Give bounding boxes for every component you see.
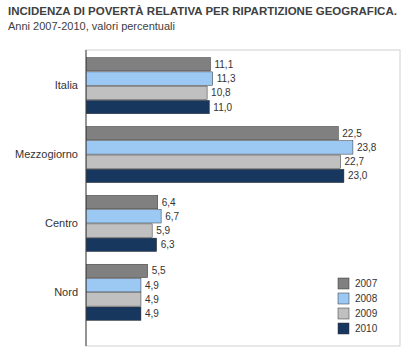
y-axis: Italia Mezzogiorno Centro Nord — [15, 50, 86, 346]
legend-item: 2010 — [338, 323, 378, 334]
legend-swatch — [338, 308, 349, 319]
bar — [86, 169, 344, 182]
tick: Centro — [45, 217, 78, 229]
legend-swatch — [338, 323, 349, 334]
data-label: 11,3 — [217, 73, 236, 84]
title-line: INCIDENZA DI POVERTÀ RELATIVA PER RIPART… — [8, 5, 397, 17]
chart-svg: INCIDENZA DI POVERTÀ RELATIVA PER RIPART… — [0, 0, 412, 356]
data-labels: 11,1 22,5 6,4 5,5 11,3 23,8 6,7 4,9 10,8 22,7 5,9 4… — [145, 59, 377, 319]
data-label: 5,5 — [152, 265, 166, 276]
bar — [86, 307, 141, 320]
chart-container: INCIDENZA DI POVERTÀ RELATIVA PER RIPART… — [0, 0, 412, 356]
data-label: 6,4 — [162, 197, 176, 208]
data-label: 6,3 — [161, 239, 175, 250]
legend-label: 2008 — [355, 293, 378, 304]
bar — [86, 86, 207, 99]
bar — [86, 293, 141, 306]
tick: Italia — [55, 79, 79, 91]
legend-label: 2010 — [355, 323, 378, 334]
legend: 2007 2008 2009 2010 — [338, 278, 378, 334]
data-label: 23,0 — [348, 170, 368, 181]
legend-swatch — [338, 278, 349, 289]
axis-line — [86, 50, 87, 346]
bar — [86, 141, 353, 154]
data-label: 4,9 — [145, 280, 159, 291]
bar — [86, 224, 152, 237]
tick-label: Centro — [45, 217, 78, 229]
data-label: 10,8 — [211, 87, 231, 98]
data-label: 5,9 — [156, 225, 170, 236]
bars — [86, 58, 353, 321]
subtitle: Anni 2007-2010, valori percentuali — [8, 20, 175, 32]
tick-label: Nord — [54, 286, 78, 298]
bar — [86, 100, 209, 113]
bar — [86, 278, 141, 291]
tick: Nord — [54, 286, 78, 298]
bar — [86, 238, 157, 251]
bar — [86, 195, 158, 208]
data-label: 22,7 — [345, 156, 365, 167]
data-label: 23,8 — [357, 142, 377, 153]
legend-label: 2009 — [355, 308, 378, 319]
data-label: 22,5 — [342, 128, 362, 139]
data-label: 11,1 — [214, 59, 233, 70]
tick: Mezzogiorno — [15, 148, 78, 160]
title: INCIDENZA DI POVERTÀ RELATIVA PER RIPART… — [8, 5, 397, 17]
data-label: 4,9 — [145, 308, 159, 319]
tick-label: Italia — [55, 79, 79, 91]
legend-label: 2007 — [355, 278, 378, 289]
data-label: 4,9 — [145, 294, 159, 305]
bar — [86, 72, 213, 85]
legend-item: 2007 — [338, 278, 378, 289]
plot-frame — [86, 50, 400, 346]
legend-item: 2009 — [338, 308, 378, 319]
data-label: 6,7 — [165, 211, 179, 222]
bar — [86, 126, 338, 139]
legend-item: 2008 — [338, 293, 378, 304]
bar — [86, 155, 341, 168]
bar — [86, 210, 161, 223]
bar — [86, 58, 210, 71]
tick-label: Mezzogiorno — [15, 148, 78, 160]
data-label: 11,0 — [213, 102, 232, 113]
legend-swatch — [338, 293, 349, 304]
bar — [86, 264, 148, 277]
